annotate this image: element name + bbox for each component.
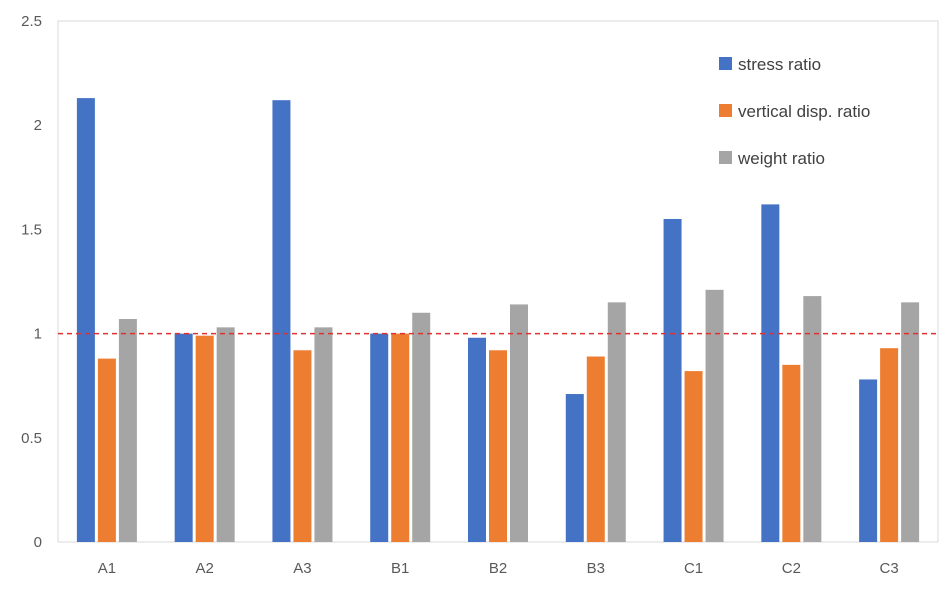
bar xyxy=(314,327,333,542)
bar xyxy=(412,312,431,542)
y-tick-label: 2 xyxy=(34,117,42,134)
legend-label: vertical disp. ratio xyxy=(738,102,870,121)
x-tick-label: B3 xyxy=(587,560,605,577)
bar xyxy=(803,296,822,542)
bar xyxy=(216,327,235,542)
x-tick-label: C3 xyxy=(880,560,899,577)
bar xyxy=(901,302,920,542)
bar xyxy=(586,356,605,542)
x-axis-tick-labels: A1 A2 A3 B1 B2 B3 C1 C2 C3 xyxy=(98,560,899,577)
x-tick-label: C2 xyxy=(782,560,801,577)
bar xyxy=(468,337,486,542)
legend: stress ratio vertical disp. ratio weight r… xyxy=(719,55,870,168)
bar xyxy=(195,335,214,542)
bar xyxy=(761,204,780,542)
x-tick-label: B2 xyxy=(489,560,507,577)
bar xyxy=(880,348,899,542)
bar xyxy=(370,333,389,542)
y-tick-label: 0 xyxy=(34,534,42,551)
legend-swatch xyxy=(719,151,732,164)
bar xyxy=(859,379,878,542)
y-axis-tick-labels: 0 0.5 1 1.5 2 2.5 xyxy=(21,13,42,551)
bar xyxy=(293,350,312,542)
bar xyxy=(391,333,410,542)
bar xyxy=(663,218,682,543)
bar xyxy=(272,100,291,542)
x-tick-label: B1 xyxy=(391,560,409,577)
bar xyxy=(510,304,528,542)
bar xyxy=(174,333,193,542)
bar xyxy=(607,302,626,542)
y-tick-label: 2.5 xyxy=(21,13,42,30)
bars xyxy=(76,98,920,543)
y-tick-label: 1 xyxy=(34,326,42,343)
x-tick-label: A1 xyxy=(98,560,116,577)
y-tick-label: 0.5 xyxy=(21,430,42,447)
x-tick-label: C1 xyxy=(684,560,703,577)
bar xyxy=(118,319,137,542)
bar xyxy=(97,358,116,542)
bar xyxy=(705,289,724,542)
legend-swatch xyxy=(719,57,732,70)
x-tick-label: A2 xyxy=(195,560,213,577)
legend-swatch xyxy=(719,104,732,117)
bar xyxy=(565,394,584,542)
x-tick-label: A3 xyxy=(293,560,311,577)
bar xyxy=(489,350,507,542)
bar xyxy=(684,371,703,542)
legend-label: stress ratio xyxy=(738,55,821,74)
bar xyxy=(76,98,95,542)
legend-label: weight ratio xyxy=(737,149,825,168)
bar xyxy=(782,364,801,542)
y-tick-label: 1.5 xyxy=(21,221,42,238)
